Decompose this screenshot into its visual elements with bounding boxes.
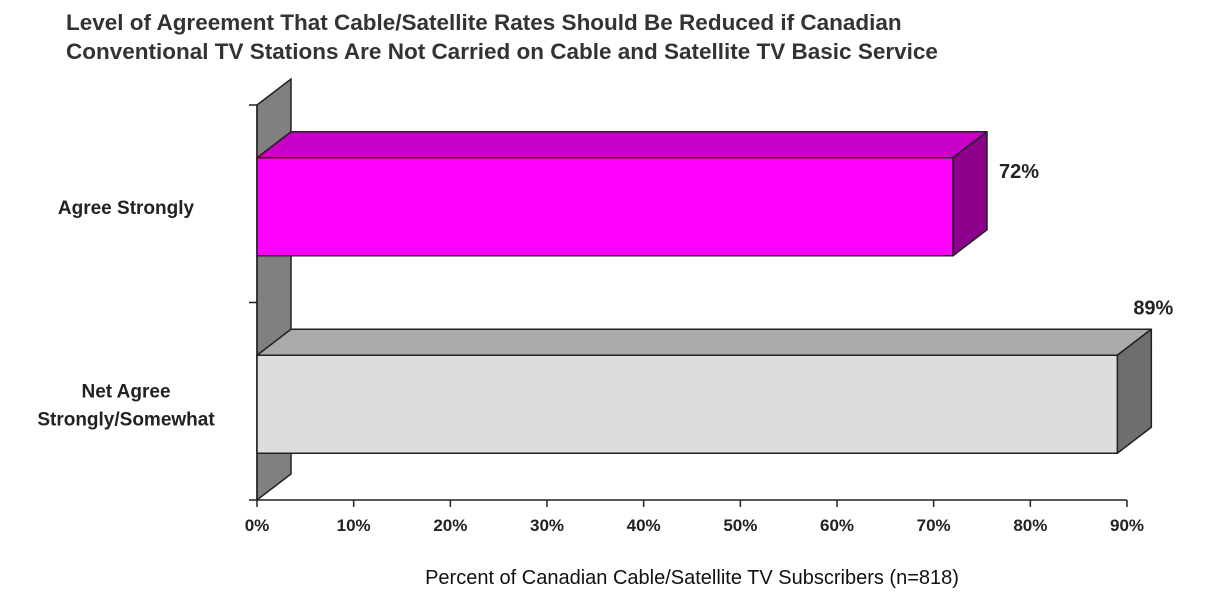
bar-top-face bbox=[256, 131, 988, 159]
bar-top-face bbox=[256, 328, 1153, 356]
category-label: Agree Strongly bbox=[58, 198, 195, 219]
data-label: 89% bbox=[1133, 297, 1173, 319]
data-label: 72% bbox=[999, 161, 1039, 183]
bar-front-face bbox=[256, 354, 1119, 454]
bar bbox=[256, 131, 988, 257]
x-tick-label: 80% bbox=[1013, 516, 1047, 535]
x-tick-label: 70% bbox=[917, 516, 951, 535]
bar bbox=[256, 328, 1153, 454]
chart-bars bbox=[256, 131, 1153, 454]
x-tick-label: 10% bbox=[337, 516, 371, 535]
category-label: Net Agree bbox=[81, 381, 170, 402]
bar-front-face bbox=[256, 157, 954, 257]
chart-labels: 0% 10% 20% 30% 40% 50% 60% 70% 80% 90% 72% Agree St… bbox=[37, 161, 1173, 535]
x-tick-label: 0% bbox=[245, 516, 270, 535]
x-tick-label: 60% bbox=[820, 516, 854, 535]
x-axis-label: Percent of Canadian Cable/Satellite TV S… bbox=[425, 567, 959, 589]
x-tick-label: 30% bbox=[530, 516, 564, 535]
chart-title-line-1: Level of Agreement That Cable/Satellite … bbox=[66, 10, 902, 35]
x-tick-label: 50% bbox=[723, 516, 757, 535]
x-tick-label: 40% bbox=[627, 516, 661, 535]
x-tick-label: 20% bbox=[433, 516, 467, 535]
chart-title: Level of Agreement That Cable/Satellite … bbox=[66, 8, 1206, 66]
chart-title-line-2: Conventional TV Stations Are Not Carried… bbox=[66, 39, 938, 64]
category-label: Strongly/Somewhat bbox=[37, 409, 215, 430]
x-tick-label: 90% bbox=[1110, 516, 1144, 535]
